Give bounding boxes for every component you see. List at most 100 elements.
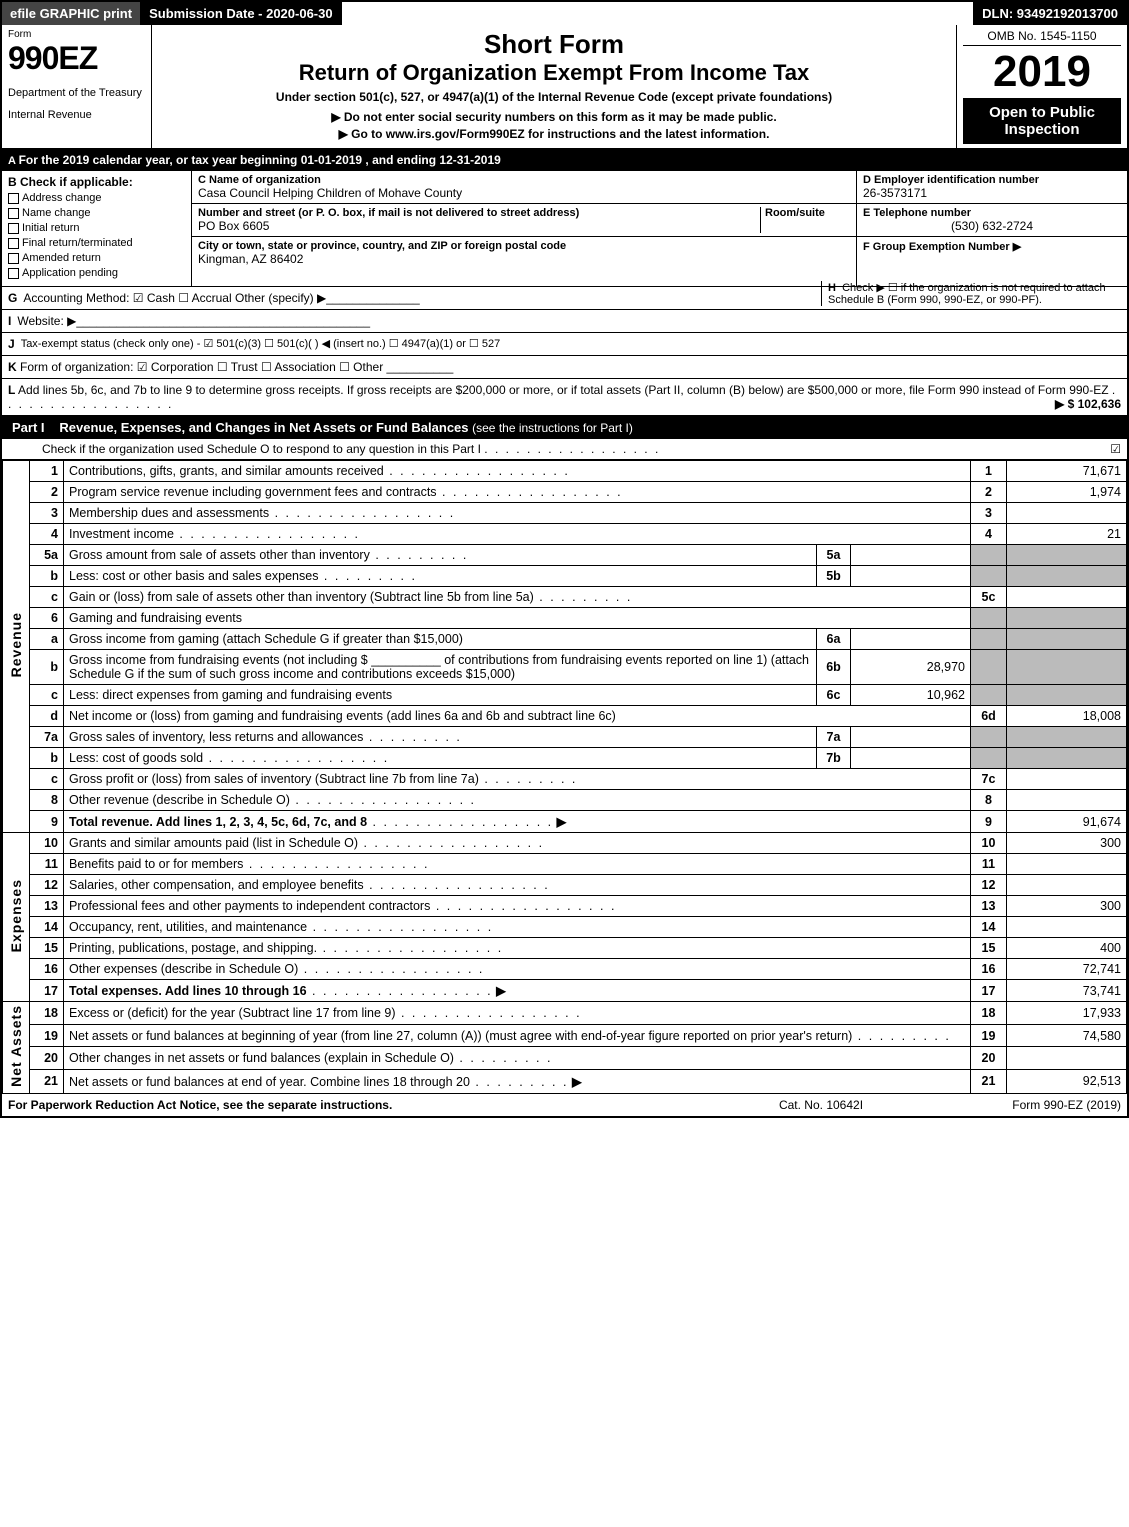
catalog-no: Cat. No. 10642I: [721, 1098, 921, 1112]
amt-8: [1007, 790, 1127, 811]
chk-final-return[interactable]: Final return/terminated: [8, 237, 185, 249]
line-i: I Website: ▶ ___________________________…: [2, 310, 1127, 333]
addr-label: Number and street (or P. O. box, if mail…: [198, 207, 760, 219]
header-left: Form 990EZ Department of the Treasury In…: [2, 25, 152, 148]
box-b: B Check if applicable: Address change Na…: [2, 171, 192, 286]
subv-5a: [851, 545, 971, 566]
row-14: 14Occupancy, rent, utilities, and mainte…: [3, 917, 1127, 938]
open-public: Open to Public Inspection: [963, 98, 1121, 144]
form-word: Form: [8, 29, 145, 40]
section-revenue: Revenue: [8, 612, 24, 677]
efile-label: efile GRAPHIC print: [2, 2, 141, 25]
amt-12: [1007, 875, 1127, 896]
top-bar: efile GRAPHIC print Submission Date - 20…: [2, 2, 1127, 25]
part1-label: Part I: [8, 420, 49, 435]
amt-18: 17,933: [1007, 1002, 1127, 1025]
form-header: Form 990EZ Department of the Treasury In…: [2, 25, 1127, 150]
row-16: 16Other expenses (describe in Schedule O…: [3, 959, 1127, 980]
row-4: 4 Investment income 4 21: [3, 524, 1127, 545]
amt-19: 74,580: [1007, 1024, 1127, 1047]
row-7c: c Gross profit or (loss) from sales of i…: [3, 769, 1127, 790]
amt-14: [1007, 917, 1127, 938]
row-6c: c Less: direct expenses from gaming and …: [3, 685, 1127, 706]
row-20: 20Other changes in net assets or fund ba…: [3, 1047, 1127, 1070]
phone-value: (530) 632-2724: [863, 219, 1121, 233]
under-section: Under section 501(c), 527, or 4947(a)(1)…: [158, 90, 950, 104]
irs-label: Internal Revenue: [8, 109, 145, 121]
org-name-label: C Name of organization: [198, 174, 850, 186]
amt-20: [1007, 1047, 1127, 1070]
part1-subtitle: (see the instructions for Part I): [472, 421, 633, 435]
line-j: J Tax-exempt status (check only one) - ☑…: [2, 333, 1127, 356]
amt-7c: [1007, 769, 1127, 790]
subv-6a: [851, 629, 971, 650]
amt-16: 72,741: [1007, 959, 1127, 980]
chk-initial-return[interactable]: Initial return: [8, 222, 185, 234]
org-city: Kingman, AZ 86402: [198, 252, 303, 266]
row-13: 13Professional fees and other payments t…: [3, 896, 1127, 917]
schedule-o-check: Check if the organization used Schedule …: [2, 439, 1127, 460]
chk-address-change[interactable]: Address change: [8, 192, 185, 204]
header-boxes: B Check if applicable: Address change Na…: [2, 171, 1127, 287]
row-6: 6 Gaming and fundraising events: [3, 608, 1127, 629]
gross-receipts-instr: Add lines 5b, 6c, and 7b to line 9 to de…: [18, 383, 1109, 397]
line-g: G Accounting Method: ☑ Cash ☐ Accrual Ot…: [2, 287, 1127, 310]
goto-link: ▶ Go to www.irs.gov/Form990EZ for instru…: [158, 127, 950, 141]
period-text: For the 2019 calendar year, or tax year …: [8, 153, 501, 167]
line-h: H Check ▶ ☐ if the organization is not r…: [821, 281, 1121, 306]
row-17: 17Total expenses. Add lines 10 through 1…: [3, 980, 1127, 1002]
room-label: Room/suite: [765, 207, 850, 219]
schedule-b-note: Check ▶ ☐ if the organization is not req…: [828, 282, 1106, 306]
row-18: Net Assets 18 Excess or (deficit) for th…: [3, 1002, 1127, 1025]
ein-value: 26-3573171: [863, 186, 1121, 200]
part1-title: Revenue, Expenses, and Changes in Net As…: [59, 420, 468, 435]
row-10: Expenses 10 Grants and similar amounts p…: [3, 833, 1127, 854]
box-c: C Name of organization Casa Council Help…: [192, 171, 857, 286]
subv-6b: 28,970: [851, 650, 971, 685]
group-exemption-label: F Group Exemption Number ▶: [863, 240, 1121, 253]
line-k: K Form of organization: ☑ Corporation ☐ …: [2, 356, 1127, 379]
form-of-org: Form of organization: ☑ Corporation ☐ Tr…: [20, 360, 453, 374]
amt-17: 73,741: [1007, 980, 1127, 1002]
row-12: 12Salaries, other compensation, and empl…: [3, 875, 1127, 896]
phone-label: E Telephone number: [863, 207, 1121, 219]
row-7b: b Less: cost of goods sold 7b: [3, 748, 1127, 769]
row-5c: c Gain or (loss) from sale of assets oth…: [3, 587, 1127, 608]
part1-table: Revenue 1 Contributions, gifts, grants, …: [2, 460, 1127, 1094]
subv-7b: [851, 748, 971, 769]
header-right: OMB No. 1545-1150 2019 Open to Public In…: [957, 25, 1127, 148]
row-7a: 7a Gross sales of inventory, less return…: [3, 727, 1127, 748]
row-9: 9 Total revenue. Add lines 1, 2, 3, 4, 5…: [3, 811, 1127, 833]
row-21: 21Net assets or fund balances at end of …: [3, 1070, 1127, 1094]
chk-name-change[interactable]: Name change: [8, 207, 185, 219]
page-footer: For Paperwork Reduction Act Notice, see …: [2, 1094, 1127, 1116]
submission-date: Submission Date - 2020-06-30: [141, 2, 342, 25]
subv-7a: [851, 727, 971, 748]
chk-amended-return[interactable]: Amended return: [8, 252, 185, 264]
ein-label: D Employer identification number: [863, 174, 1121, 186]
subv-6c: 10,962: [851, 685, 971, 706]
amt-3: [1007, 503, 1127, 524]
city-label: City or town, state or province, country…: [198, 240, 850, 252]
amt-6d: 18,008: [1007, 706, 1127, 727]
row-3: 3 Membership dues and assessments 3: [3, 503, 1127, 524]
section-expenses: Expenses: [8, 879, 24, 952]
amt-4: 21: [1007, 524, 1127, 545]
row-15: 15Printing, publications, postage, and s…: [3, 938, 1127, 959]
org-name: Casa Council Helping Children of Mohave …: [198, 186, 462, 200]
amt-11: [1007, 854, 1127, 875]
dept-treasury: Department of the Treasury: [8, 87, 145, 99]
box-b-title: Check if applicable:: [20, 175, 133, 189]
tax-year: 2019: [963, 50, 1121, 94]
row-5a: 5a Gross amount from sale of assets othe…: [3, 545, 1127, 566]
section-net-assets: Net Assets: [8, 1005, 24, 1087]
row-8: 8 Other revenue (describe in Schedule O)…: [3, 790, 1127, 811]
short-form-title: Short Form: [158, 29, 950, 60]
row-1: Revenue 1 Contributions, gifts, grants, …: [3, 461, 1127, 482]
row-6b: b Gross income from fundraising events (…: [3, 650, 1127, 685]
amt-2: 1,974: [1007, 482, 1127, 503]
dln-label: DLN: 93492192013700: [974, 2, 1127, 25]
chk-application-pending[interactable]: Application pending: [8, 267, 185, 279]
amt-9: 91,674: [1007, 811, 1127, 833]
tax-exempt-status: Tax-exempt status (check only one) - ☑ 5…: [21, 337, 501, 351]
